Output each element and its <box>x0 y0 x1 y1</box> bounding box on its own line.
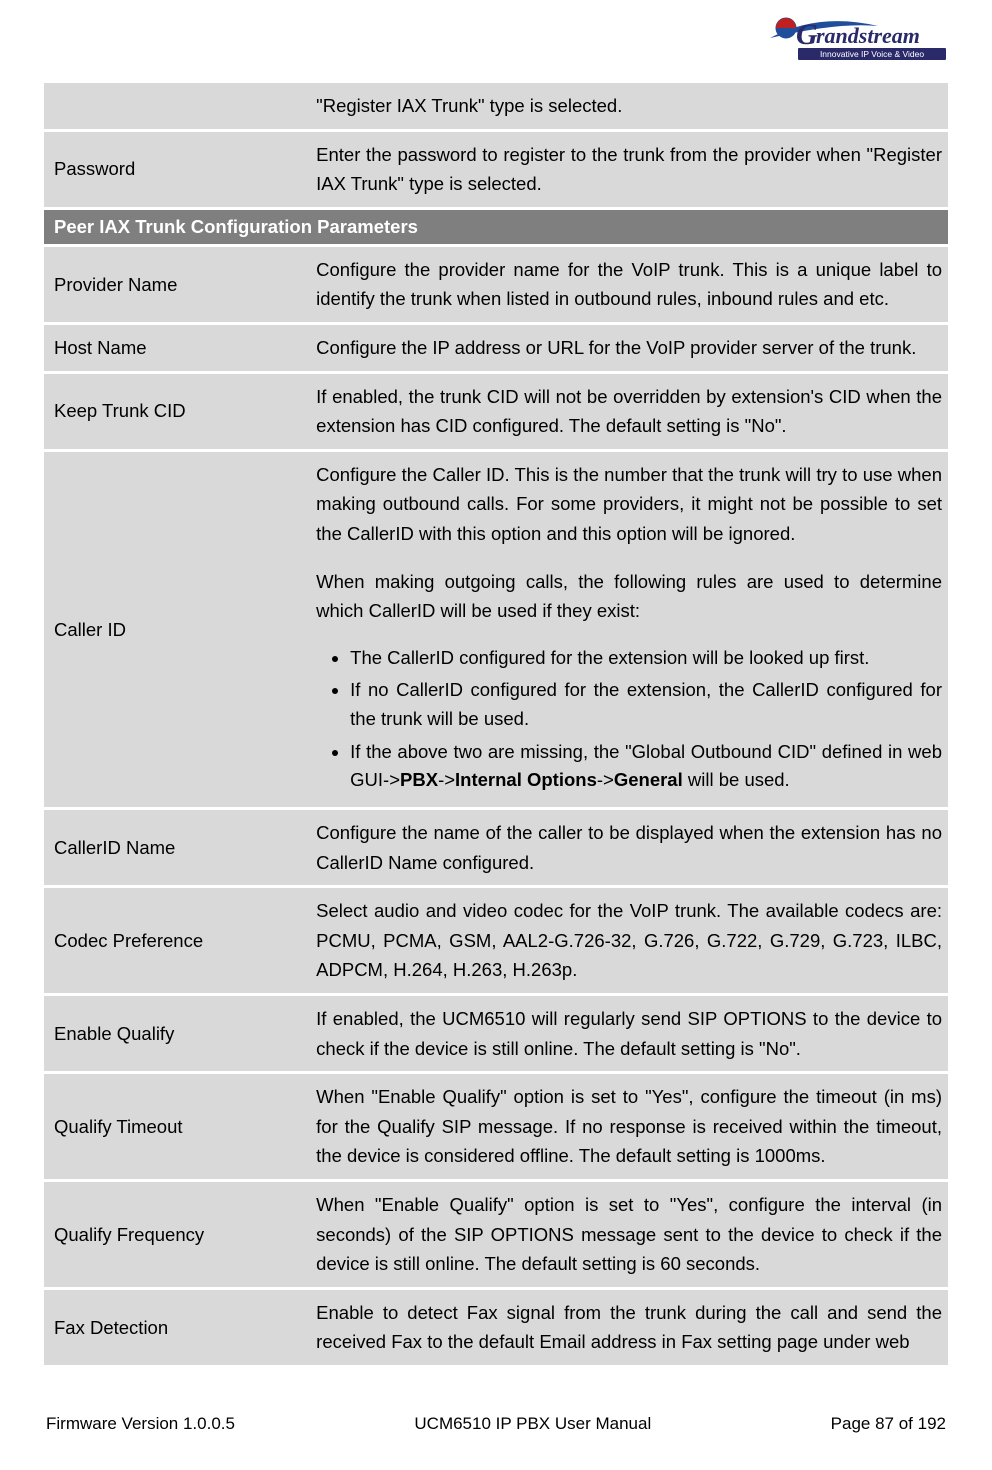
param-row: "Register IAX Trunk" type is selected. <box>44 83 948 129</box>
param-desc: Enter the password to register to the tr… <box>306 132 948 207</box>
desc-paragraph: When making outgoing calls, the followin… <box>316 567 942 626</box>
param-desc: If enabled, the UCM6510 will regularly s… <box>306 996 948 1071</box>
brand-logo: G randstream Innovative IP Voice & Video <box>768 8 948 66</box>
param-name: Caller ID <box>44 452 306 807</box>
param-row: Qualify FrequencyWhen "Enable Qualify" o… <box>44 1182 948 1287</box>
param-row: Codec PreferenceSelect audio and video c… <box>44 888 948 993</box>
text: -> <box>597 769 614 790</box>
footer-center: UCM6510 IP PBX User Manual <box>414 1414 651 1434</box>
params-table-wrap: "Register IAX Trunk" type is selected.Pa… <box>44 80 948 1368</box>
param-row: Caller IDConfigure the Caller ID. This i… <box>44 452 948 807</box>
param-name: CallerID Name <box>44 810 306 885</box>
param-name: Host Name <box>44 325 306 371</box>
param-name: Keep Trunk CID <box>44 374 306 449</box>
param-name: Password <box>44 132 306 207</box>
desc-bullet-list: The CallerID configured for the extensio… <box>316 644 942 795</box>
footer-right: Page 87 of 192 <box>831 1414 946 1434</box>
desc-bullet: The CallerID configured for the extensio… <box>350 644 942 673</box>
param-desc: If enabled, the trunk CID will not be ov… <box>306 374 948 449</box>
desc-paragraph: Configure the Caller ID. This is the num… <box>316 460 942 549</box>
param-row: Enable QualifyIf enabled, the UCM6510 wi… <box>44 996 948 1071</box>
svg-text:G: G <box>796 18 818 51</box>
section-header: Peer IAX Trunk Configuration Parameters <box>44 210 948 244</box>
param-name: Qualify Frequency <box>44 1182 306 1287</box>
param-row: PasswordEnter the password to register t… <box>44 132 948 207</box>
param-name: Provider Name <box>44 247 306 322</box>
brand-text: randstream <box>816 23 920 48</box>
param-name: Codec Preference <box>44 888 306 993</box>
footer-left: Firmware Version 1.0.0.5 <box>46 1414 235 1434</box>
param-name: Fax Detection <box>44 1290 306 1365</box>
param-desc: Configure the name of the caller to be d… <box>306 810 948 885</box>
param-row: Qualify TimeoutWhen "Enable Qualify" opt… <box>44 1074 948 1179</box>
param-desc: Select audio and video codec for the VoI… <box>306 888 948 993</box>
param-row: CallerID NameConfigure the name of the c… <box>44 810 948 885</box>
param-desc: When "Enable Qualify" option is set to "… <box>306 1182 948 1287</box>
param-row: Fax DetectionEnable to detect Fax signal… <box>44 1290 948 1365</box>
desc-bullet: If no CallerID configured for the extens… <box>350 676 942 733</box>
param-desc: Configure the provider name for the VoIP… <box>306 247 948 322</box>
bold-text: General <box>614 769 683 790</box>
section-header-row: Peer IAX Trunk Configuration Parameters <box>44 210 948 244</box>
param-desc: "Register IAX Trunk" type is selected. <box>306 83 948 129</box>
bold-text: PBX <box>400 769 438 790</box>
param-row: Host NameConfigure the IP address or URL… <box>44 325 948 371</box>
param-row: Keep Trunk CIDIf enabled, the trunk CID … <box>44 374 948 449</box>
param-name: Enable Qualify <box>44 996 306 1071</box>
brand-tagline: Innovative IP Voice & Video <box>820 49 924 59</box>
param-name <box>44 83 306 129</box>
param-desc: Configure the Caller ID. This is the num… <box>306 452 948 807</box>
param-desc: When "Enable Qualify" option is set to "… <box>306 1074 948 1179</box>
param-desc: Configure the IP address or URL for the … <box>306 325 948 371</box>
text: -> <box>438 769 455 790</box>
text: will be used. <box>683 769 790 790</box>
param-name: Qualify Timeout <box>44 1074 306 1179</box>
desc-bullet: If the above two are missing, the "Globa… <box>350 738 942 795</box>
page: G randstream Innovative IP Voice & Video… <box>0 0 992 1458</box>
page-footer: Firmware Version 1.0.0.5 UCM6510 IP PBX … <box>44 1414 948 1434</box>
params-table: "Register IAX Trunk" type is selected.Pa… <box>44 80 948 1368</box>
param-row: Provider NameConfigure the provider name… <box>44 247 948 322</box>
bold-text: Internal Options <box>455 769 597 790</box>
param-desc: Enable to detect Fax signal from the tru… <box>306 1290 948 1365</box>
